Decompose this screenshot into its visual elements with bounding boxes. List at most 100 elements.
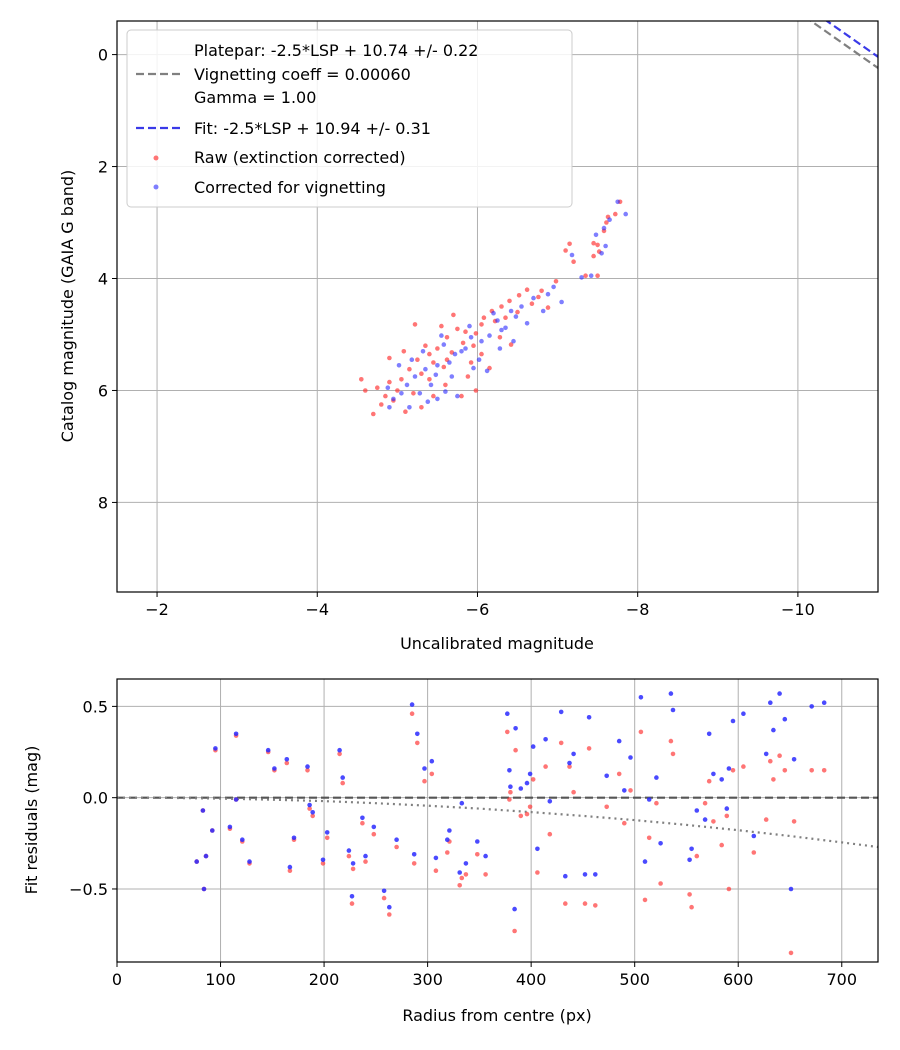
- top-raw-point: [460, 340, 466, 346]
- bottom-y-tick-label: 0.5: [83, 697, 108, 716]
- top-y-tick-label: 2: [98, 158, 108, 177]
- top-raw-point: [499, 304, 504, 309]
- bottom-raw-point: [459, 875, 465, 881]
- bottom-corrected-point: [604, 773, 609, 779]
- bottom-corrected-point: [371, 824, 377, 830]
- bottom-x-tick-label: 500: [619, 970, 650, 989]
- bottom-x-ticks: 0 100 200 300 400 500 600 700: [112, 962, 857, 989]
- bottom-corrected-point: [730, 718, 736, 724]
- top-raw-point: [571, 259, 576, 265]
- top-corrected-point: [459, 349, 464, 354]
- bottom-raw-point: [360, 820, 365, 826]
- top-x-tick-label: −2: [145, 600, 169, 619]
- top-corrected-point: [497, 346, 503, 351]
- top-raw-point: [375, 385, 380, 391]
- top-raw-point: [451, 312, 456, 318]
- top-raw-point: [468, 360, 474, 365]
- bottom-raw-point: [524, 811, 530, 817]
- top-corrected-point: [491, 310, 496, 316]
- bottom-raw-point: [638, 729, 644, 735]
- bottom-corrected-point: [646, 797, 652, 802]
- bottom-y-ticks: 0.5 0.0 −0.5: [69, 697, 117, 899]
- bottom-corrected-point: [711, 771, 716, 777]
- bottom-raw-point: [463, 872, 469, 877]
- top-raw-point: [401, 349, 407, 354]
- top-corrected-point: [463, 346, 468, 351]
- top-raw-point: [423, 343, 428, 349]
- bottom-raw-point: [337, 751, 342, 757]
- bottom-raw-point: [527, 804, 533, 810]
- bottom-corrected-point: [340, 775, 346, 780]
- top-raw-point: [471, 343, 476, 349]
- bottom-raw-point: [371, 831, 377, 837]
- top-corrected-point: [396, 363, 402, 368]
- top-corrected-point: [499, 327, 504, 333]
- bottom-corrected-point: [346, 848, 352, 853]
- bottom-corrected-point: [768, 700, 773, 705]
- top-corrected-point: [391, 396, 396, 402]
- top-corrected-point: [468, 335, 474, 340]
- bottom-x-tick-label: 0: [112, 970, 122, 989]
- legend-fit-label: Fit: -2.5*LSP + 10.94 +/- 0.31: [194, 119, 431, 138]
- top-raw-point: [387, 379, 392, 385]
- bottom-corrected-point: [459, 800, 465, 806]
- bottom-raw-point: [475, 852, 480, 857]
- bottom-raw-point: [445, 850, 450, 855]
- bottom-raw-point: [349, 901, 355, 906]
- bottom-raw-point: [429, 771, 435, 777]
- top-raw-point: [567, 241, 572, 247]
- bottom-corrected-point: [200, 808, 206, 813]
- bottom-x-tick-label: 400: [516, 970, 547, 989]
- bottom-raw-point: [642, 897, 648, 903]
- top-y-ticks: 0 2 4 6 8: [98, 46, 117, 512]
- bottom-corrected-point: [586, 715, 592, 720]
- bottom-raw-point: [530, 777, 536, 782]
- bottom-raw-point: [782, 768, 788, 773]
- top-raw-point: [595, 242, 600, 248]
- top-raw-point: [419, 405, 424, 410]
- top-raw-point: [507, 298, 512, 304]
- bottom-raw-point: [604, 804, 609, 810]
- bottom-raw-point: [586, 746, 592, 751]
- bottom-corrected-point: [307, 802, 312, 808]
- bottom-raw-point: [547, 831, 553, 837]
- bottom-x-axis-label: Radius from centre (px): [402, 1006, 591, 1025]
- top-corrected-point: [404, 382, 410, 388]
- bottom-raw-point: [771, 777, 776, 782]
- bottom-corrected-point: [741, 711, 746, 716]
- bottom-plot-background: [117, 679, 878, 962]
- bottom-corrected-point: [702, 817, 708, 822]
- bottom-raw-point: [508, 789, 513, 795]
- top-raw-point: [604, 220, 609, 225]
- legend-vignetting-label: Vignetting coeff = 0.00060: [194, 65, 411, 84]
- bottom-raw-point: [346, 853, 352, 859]
- top-raw-point: [591, 240, 596, 246]
- bottom-corrected-point: [475, 839, 480, 844]
- top-corrected-point: [439, 333, 444, 338]
- legend-box: [126, 29, 573, 208]
- bottom-corrected-point: [360, 815, 365, 821]
- bottom-corrected-point: [203, 853, 209, 859]
- bottom-x-tick-label: 300: [412, 970, 443, 989]
- bottom-corrected-point: [530, 744, 536, 749]
- bottom-corrected-point: [411, 852, 417, 857]
- bottom-corrected-point: [751, 833, 757, 839]
- bottom-raw-point: [593, 903, 598, 908]
- bottom-raw-point: [363, 859, 368, 864]
- top-raw-point: [415, 357, 420, 363]
- bottom-corrected-point: [272, 766, 277, 771]
- top-raw-point: [427, 351, 432, 357]
- bottom-raw-point: [411, 861, 417, 866]
- bottom-corrected-point: [210, 828, 215, 833]
- bottom-raw-point: [741, 764, 746, 769]
- top-x-tick-label: −8: [626, 600, 650, 619]
- top-corrected-point: [540, 308, 546, 314]
- bottom-raw-point: [507, 797, 512, 802]
- top-corrected-point: [511, 338, 516, 344]
- top-raw-point: [431, 393, 436, 399]
- top-legend: Platepar: -2.5*LSP + 10.74 +/- 0.22 Vign…: [126, 29, 573, 208]
- bottom-corrected-point: [622, 788, 627, 793]
- bottom-corrected-point: [422, 766, 427, 771]
- top-corrected-point: [524, 321, 530, 326]
